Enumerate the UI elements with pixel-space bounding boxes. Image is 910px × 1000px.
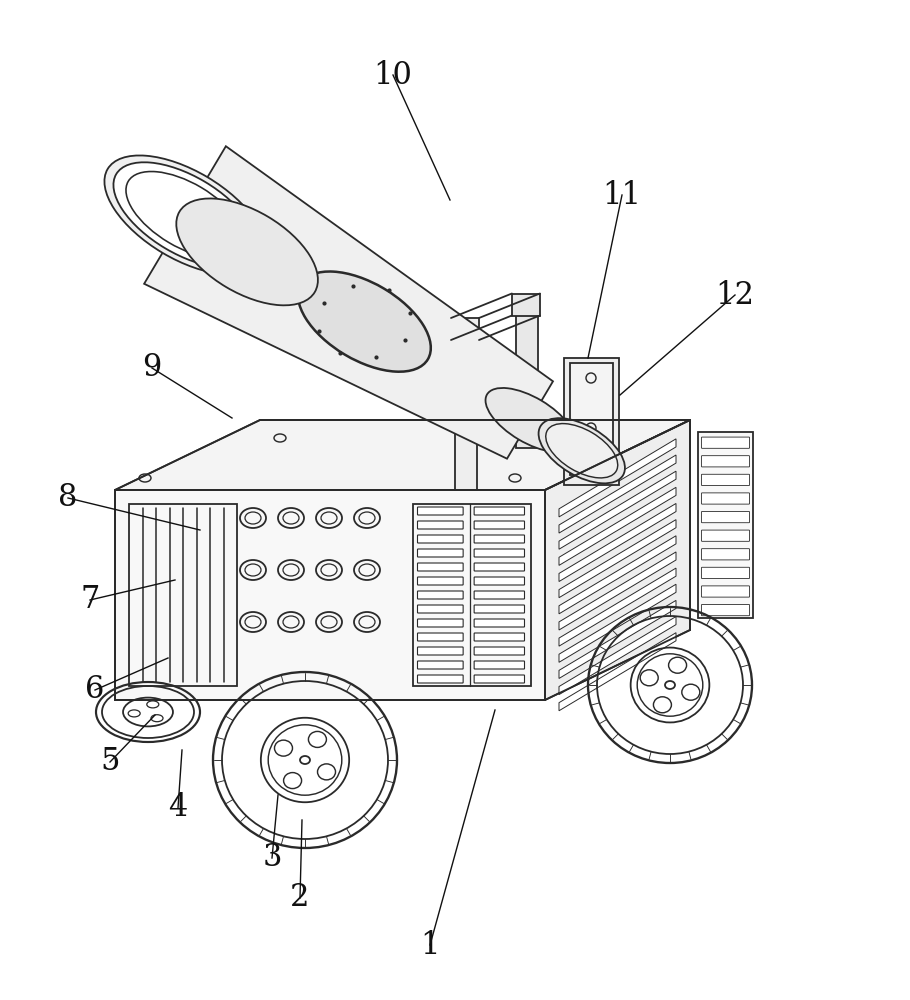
Polygon shape — [559, 439, 676, 517]
Ellipse shape — [114, 162, 257, 268]
Ellipse shape — [177, 198, 318, 305]
FancyBboxPatch shape — [474, 605, 524, 613]
Text: 10: 10 — [374, 60, 412, 91]
FancyBboxPatch shape — [474, 675, 524, 683]
FancyBboxPatch shape — [418, 633, 463, 641]
Polygon shape — [559, 503, 676, 582]
FancyBboxPatch shape — [474, 633, 524, 641]
Text: 8: 8 — [58, 483, 77, 514]
FancyBboxPatch shape — [702, 549, 750, 560]
FancyBboxPatch shape — [474, 535, 524, 543]
FancyBboxPatch shape — [702, 567, 750, 579]
Polygon shape — [559, 536, 676, 614]
Polygon shape — [559, 584, 676, 662]
Polygon shape — [559, 487, 676, 565]
Ellipse shape — [486, 388, 574, 452]
FancyBboxPatch shape — [418, 577, 463, 585]
Ellipse shape — [298, 272, 430, 372]
Bar — [564, 358, 619, 485]
Polygon shape — [559, 568, 676, 646]
Text: 9: 9 — [142, 353, 162, 383]
FancyBboxPatch shape — [418, 619, 463, 627]
FancyBboxPatch shape — [474, 577, 524, 585]
FancyBboxPatch shape — [702, 474, 750, 486]
FancyBboxPatch shape — [418, 605, 463, 613]
Text: 2: 2 — [290, 882, 309, 914]
Bar — [455, 340, 477, 490]
Text: 5: 5 — [100, 746, 120, 778]
FancyBboxPatch shape — [702, 530, 750, 541]
Bar — [516, 298, 538, 448]
Polygon shape — [559, 552, 676, 630]
Polygon shape — [144, 146, 553, 459]
Text: 6: 6 — [86, 674, 105, 706]
FancyBboxPatch shape — [702, 511, 750, 523]
Bar — [698, 432, 753, 618]
FancyBboxPatch shape — [702, 456, 750, 467]
Ellipse shape — [539, 418, 625, 483]
FancyBboxPatch shape — [418, 521, 463, 529]
Polygon shape — [559, 600, 676, 678]
Bar — [129, 504, 237, 686]
FancyBboxPatch shape — [474, 647, 524, 655]
FancyBboxPatch shape — [418, 563, 463, 571]
Polygon shape — [559, 617, 676, 695]
FancyBboxPatch shape — [474, 619, 524, 627]
FancyBboxPatch shape — [418, 549, 463, 557]
FancyBboxPatch shape — [418, 661, 463, 669]
FancyBboxPatch shape — [474, 521, 524, 529]
FancyBboxPatch shape — [418, 591, 463, 599]
FancyBboxPatch shape — [418, 675, 463, 683]
FancyBboxPatch shape — [702, 437, 750, 448]
FancyBboxPatch shape — [474, 563, 524, 571]
FancyBboxPatch shape — [418, 647, 463, 655]
FancyBboxPatch shape — [474, 507, 524, 515]
FancyBboxPatch shape — [702, 493, 750, 504]
Bar — [451, 318, 479, 340]
Polygon shape — [559, 633, 676, 711]
Bar — [413, 504, 531, 686]
Polygon shape — [559, 455, 676, 533]
Polygon shape — [115, 490, 545, 700]
Text: 3: 3 — [262, 842, 282, 874]
FancyBboxPatch shape — [418, 535, 463, 543]
FancyBboxPatch shape — [702, 604, 750, 616]
Ellipse shape — [105, 155, 266, 275]
Polygon shape — [115, 420, 690, 490]
FancyBboxPatch shape — [474, 661, 524, 669]
Polygon shape — [559, 471, 676, 549]
FancyBboxPatch shape — [702, 586, 750, 597]
Ellipse shape — [546, 424, 618, 478]
Text: 12: 12 — [715, 279, 754, 310]
Bar — [570, 363, 613, 475]
Polygon shape — [559, 520, 676, 598]
Text: 11: 11 — [602, 180, 642, 211]
Text: 4: 4 — [168, 792, 187, 824]
FancyBboxPatch shape — [474, 591, 524, 599]
Bar — [512, 294, 540, 316]
Text: 7: 7 — [80, 584, 100, 615]
Text: 1: 1 — [420, 930, 440, 960]
FancyBboxPatch shape — [418, 507, 463, 515]
Polygon shape — [545, 420, 690, 700]
FancyBboxPatch shape — [474, 549, 524, 557]
